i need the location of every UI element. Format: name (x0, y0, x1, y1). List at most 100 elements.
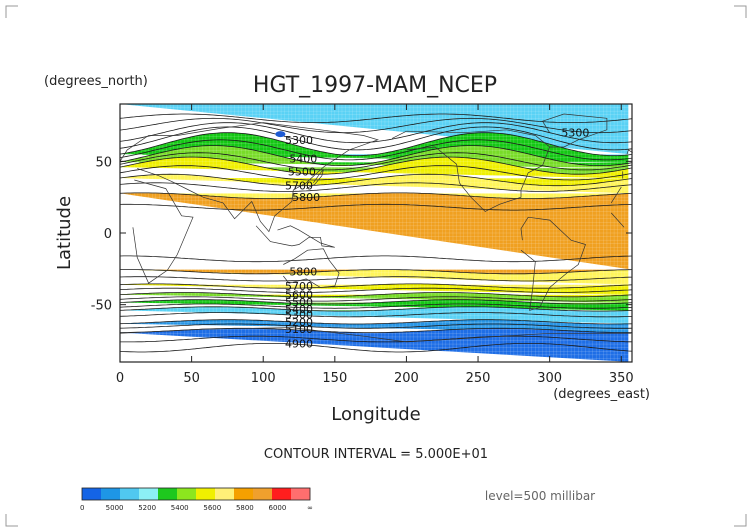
contour-line (119, 296, 633, 302)
colorbar-label: 5200 (138, 504, 156, 512)
contour-line (119, 303, 633, 309)
low-height-spot (275, 131, 286, 138)
colorbar-label: 5800 (236, 504, 254, 512)
level-text: level=500 millibar (485, 489, 595, 503)
y-unit-label: (degrees_north) (44, 74, 148, 89)
contour-line (119, 139, 633, 161)
contour-line (119, 287, 633, 293)
contour-line (119, 323, 633, 329)
contour-label: 5500 (288, 165, 316, 178)
band-tropics-gt-5800 (120, 192, 632, 274)
contour-line (119, 152, 633, 171)
x-tick-label: 0 (116, 371, 124, 386)
colorbar-label: 5400 (171, 504, 189, 512)
y-tick-label: 0 (104, 227, 112, 242)
band-north-5700-5800 (120, 174, 632, 199)
contour-line (119, 312, 633, 318)
contour-label: 5300 (285, 134, 313, 147)
continent-greenland (541, 113, 608, 148)
contour-label: 4900 (285, 337, 313, 350)
contour-label: 5200 (285, 316, 313, 329)
contour-line (119, 173, 633, 187)
contour-line (119, 203, 633, 211)
colorbar-swatch (177, 488, 197, 500)
colorbar: 0 5000 5200 5400 5600 5800 6000 ∞ (80, 487, 313, 512)
continent-uk (626, 149, 633, 155)
contour-line (119, 132, 633, 156)
continent-australia (283, 248, 340, 288)
colorbar-swatch (234, 488, 254, 500)
x-tick-label: 150 (322, 371, 347, 386)
colorbar-label: 5600 (203, 504, 221, 512)
band-south-5700-5800 (120, 269, 632, 289)
continent-south-america (520, 216, 586, 311)
contour-line (120, 269, 633, 275)
x-tick-label: 300 (537, 371, 562, 386)
contour-line (120, 335, 632, 343)
x-axis-label: Longitude (331, 404, 421, 425)
contour-line (119, 255, 633, 263)
colorbar-swatch (272, 488, 292, 500)
colorbar-swatch (291, 488, 311, 500)
contour-label: 5300 (561, 127, 589, 140)
contour-line (119, 299, 633, 305)
contour-label: 5300 (285, 309, 313, 322)
continent-japan (306, 168, 325, 189)
contour-line (119, 319, 633, 325)
y-axis-label: Latitude (54, 196, 75, 270)
plot-area: 5300540055005700580053005800570056005500… (119, 103, 633, 363)
contour-label: 5500 (285, 296, 313, 309)
contour-label: 5400 (285, 303, 313, 316)
colorbar-swatch (215, 488, 235, 500)
colorbar-swatch (196, 488, 216, 500)
band-south-lt-5000 (120, 328, 632, 362)
contour-label: 5600 (285, 289, 313, 302)
contour-label: 5800 (289, 266, 317, 279)
contour-line (119, 306, 633, 312)
contour-line (119, 182, 633, 192)
x-unit-label: (degrees_east) (553, 387, 650, 402)
contour-line (119, 156, 633, 175)
continent-indonesia (255, 225, 335, 248)
x-tick-label: 350 (609, 371, 634, 386)
contour-label: 5400 (289, 152, 317, 165)
y-tick-label: -50 (91, 299, 112, 314)
band-south-5600-5700 (120, 283, 632, 297)
contour-label: 5100 (285, 323, 313, 336)
contour-line (119, 283, 633, 289)
colorbar-swatch (101, 488, 121, 500)
contour-line (119, 343, 633, 353)
contour-line (119, 292, 633, 298)
contour-label: 5700 (285, 180, 313, 193)
contour-line (119, 276, 633, 282)
contour-label: 5800 (292, 191, 320, 204)
colorbar-label: 0 (80, 504, 84, 512)
colorbar-label: ∞ (307, 504, 313, 512)
contour-line (119, 192, 633, 199)
colorbar-label: 5000 (106, 504, 124, 512)
y-tick-label: 50 (95, 155, 112, 170)
continent-africa (132, 179, 625, 284)
x-tick-label: 100 (251, 371, 276, 386)
continent-europe-asia (119, 122, 624, 233)
x-tick-label: 50 (183, 371, 200, 386)
colorbar-label: 6000 (269, 504, 287, 512)
contour-line (119, 122, 633, 144)
contour-line (119, 113, 633, 123)
colorbar-swatch (82, 488, 102, 500)
continent-north-america (391, 129, 551, 212)
contour-line (119, 145, 633, 166)
contour-interval-text: CONTOUR INTERVAL = 5.000E+01 (264, 447, 488, 462)
x-tick-label: 250 (466, 371, 491, 386)
continent-antarctica (119, 327, 632, 343)
colorbar-swatch (253, 488, 273, 500)
chart-title: HGT_1997-MAM_NCEP (253, 73, 497, 98)
colorbar-swatch (139, 488, 159, 500)
x-tick-label: 200 (394, 371, 419, 386)
contour-label: 5700 (285, 280, 313, 293)
contour-line (119, 165, 633, 181)
contour-line (119, 126, 633, 151)
crop-marks (5, 5, 747, 527)
colorbar-swatch (120, 488, 140, 500)
